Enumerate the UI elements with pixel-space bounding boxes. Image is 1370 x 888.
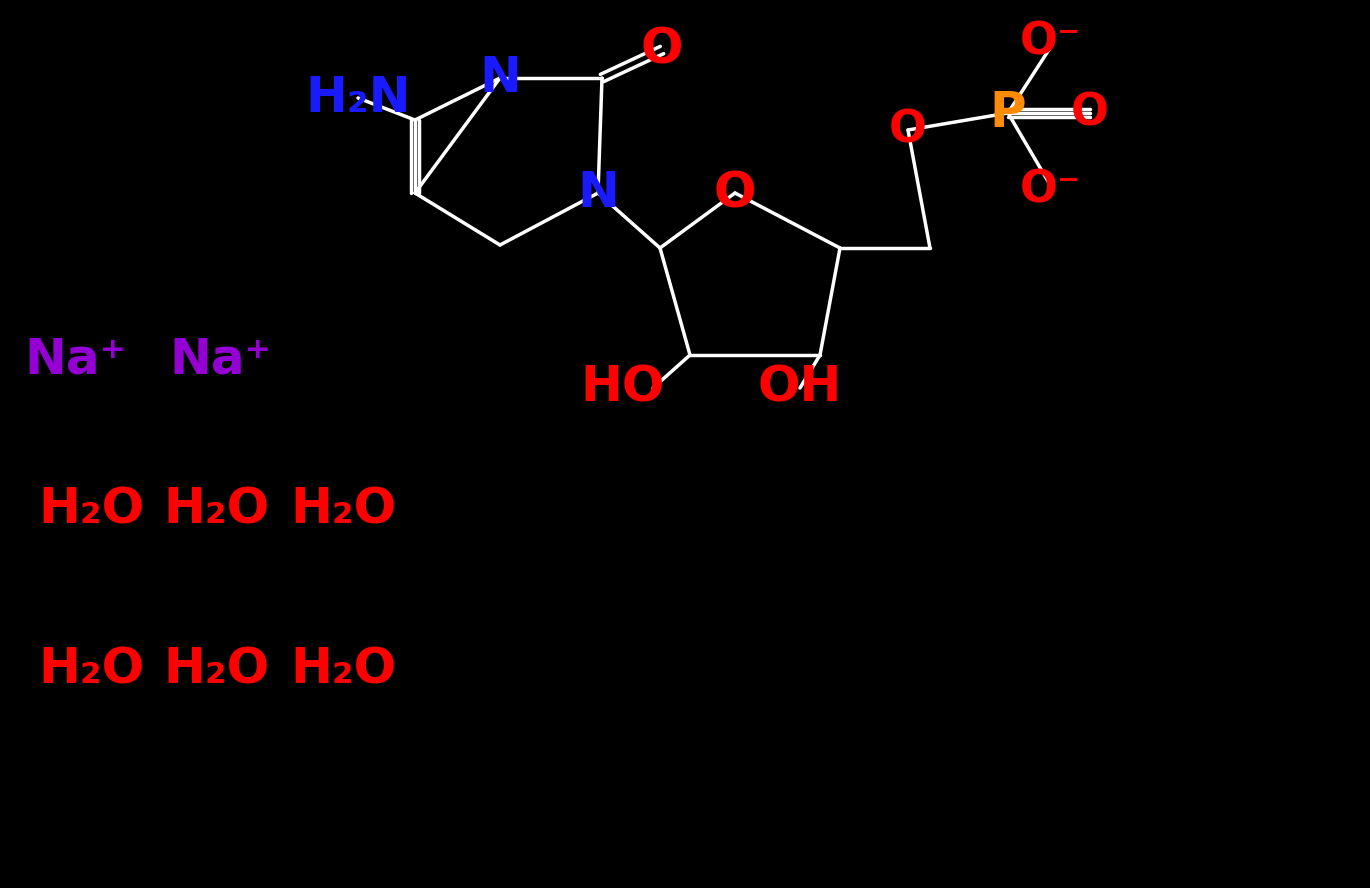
Text: H₂O: H₂O	[38, 486, 144, 534]
Text: H₂O: H₂O	[290, 486, 396, 534]
Text: O: O	[714, 169, 756, 217]
Text: H₂O: H₂O	[163, 486, 269, 534]
Text: H₂O: H₂O	[163, 646, 269, 694]
Text: H₂N: H₂N	[306, 74, 411, 122]
Text: N: N	[577, 169, 619, 217]
Text: O: O	[1071, 91, 1108, 134]
Text: HO: HO	[581, 364, 666, 412]
Text: O: O	[641, 26, 684, 74]
Text: Na⁺: Na⁺	[169, 336, 271, 384]
Text: O⁻: O⁻	[1019, 20, 1081, 64]
Text: O⁻: O⁻	[1019, 169, 1081, 211]
Text: Na⁺: Na⁺	[23, 336, 126, 384]
Text: P: P	[989, 89, 1026, 137]
Text: OH: OH	[758, 364, 843, 412]
Text: H₂O: H₂O	[290, 646, 396, 694]
Text: N: N	[479, 54, 521, 102]
Text: H₂O: H₂O	[38, 646, 144, 694]
Text: O: O	[889, 108, 927, 152]
